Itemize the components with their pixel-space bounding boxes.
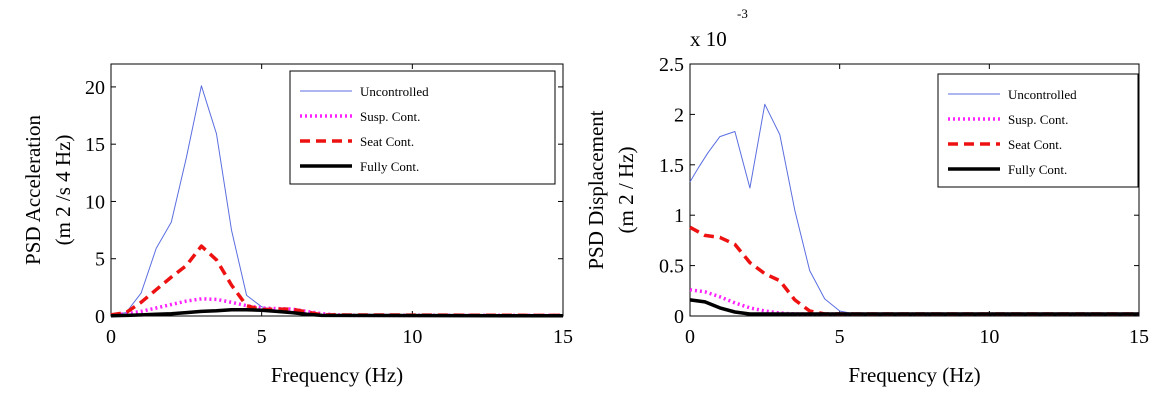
- y-exponent-base: x 10: [690, 27, 727, 51]
- series-line-seat-cont: [110, 244, 564, 318]
- legend-label: Seat Cont.: [360, 134, 414, 149]
- y-tick-label: 2.5: [659, 54, 684, 76]
- x-tick-label: 5: [835, 326, 845, 348]
- y-tick-label: 1: [674, 205, 684, 227]
- x-tick-label: 0: [685, 326, 695, 348]
- x-tick-label: 0: [106, 326, 116, 348]
- legend-label: Fully Cont.: [1008, 162, 1067, 177]
- series-line-fully-cont: [689, 298, 1139, 316]
- y-exponent-power: -3: [737, 6, 748, 21]
- x-tick-label: 15: [1129, 326, 1149, 348]
- x-axis-label: Frequency (Hz): [848, 363, 980, 387]
- x-tick-label: 10: [402, 326, 422, 348]
- legend-label: Susp. Cont.: [360, 109, 420, 124]
- y-tick-label: 1.5: [659, 155, 684, 177]
- series-line-fully-cont: [110, 307, 564, 318]
- y-axis-label: PSD Displacement: [584, 110, 608, 269]
- legend-label: Uncontrolled: [1008, 87, 1077, 102]
- plot-frame: [689, 63, 1140, 317]
- y-tick-label: 2: [674, 104, 684, 126]
- y-axis-units-label: (m 2 / Hz): [614, 147, 638, 234]
- chart-right: 0 5 10 15 0 0.5 1 1.5 2 2.5 Frequency (Hz) PSD Disp…: [584, 6, 1149, 387]
- y-tick-label: 15: [85, 134, 105, 156]
- legend-label: Uncontrolled: [360, 84, 429, 99]
- y-tick-label: 0.5: [659, 256, 684, 278]
- legend-label: Susp. Cont.: [1008, 112, 1068, 127]
- y-axis-label: PSD Acceleration: [21, 115, 45, 265]
- legend: Uncontrolled Susp. Cont. Seat Cont. Fully C…: [937, 73, 1139, 188]
- y-tick-label: 10: [85, 191, 105, 213]
- series-line-susp-cont: [689, 288, 1139, 316]
- y-tick-label: 20: [85, 77, 105, 99]
- x-axis-label: Frequency (Hz): [271, 363, 403, 387]
- series-line-seat-cont: [689, 225, 1139, 316]
- legend-label: Seat Cont.: [1008, 137, 1062, 152]
- series-line-uncontrolled: [689, 103, 1139, 315]
- y-tick-label: 0: [95, 306, 105, 328]
- y-tick-label: 0: [674, 306, 684, 328]
- x-tick-label: 10: [979, 326, 999, 348]
- legend: Uncontrolled Susp. Cont. Seat Cont. Fully C…: [289, 70, 556, 185]
- x-tick-label: 5: [257, 326, 267, 348]
- chart-left: 0 5 10 15 0 5 10 15 20 Frequency (Hz) PSD Accelera…: [21, 63, 573, 387]
- y-axis-units-label: (m 2 /s 4 Hz): [51, 135, 75, 246]
- legend-label: Fully Cont.: [360, 159, 419, 174]
- x-tick-label: 15: [553, 326, 573, 348]
- y-tick-label: 5: [95, 249, 105, 271]
